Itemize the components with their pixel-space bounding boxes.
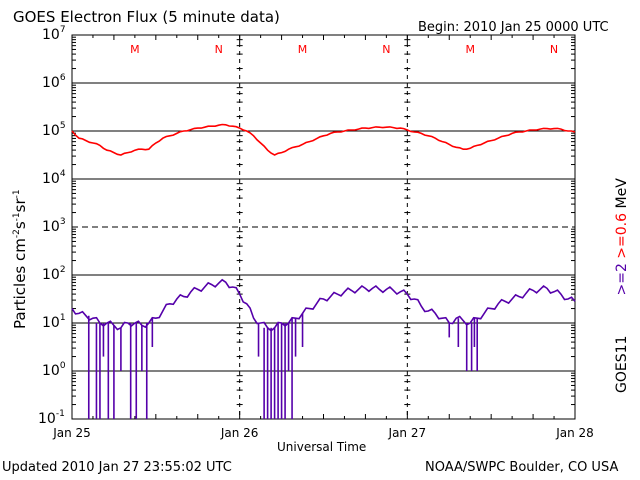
y-tick-label: 103 — [42, 217, 66, 235]
x-tick-label: Jan 28 — [555, 426, 594, 440]
y-tick-label: 107 — [42, 25, 66, 43]
updated-label: Updated 2010 Jan 27 23:55:02 UTC — [2, 460, 232, 475]
x-tick-label: Jan 27 — [388, 426, 427, 440]
local-time-marker: N — [215, 43, 223, 56]
y-tick-label: 105 — [42, 121, 66, 139]
x-axis-label: Universal Time — [277, 440, 367, 454]
local-time-marker: N — [382, 43, 390, 56]
y-tick-label: 102 — [42, 265, 66, 283]
plot-frame — [71, 34, 576, 420]
credit-label: NOAA/SWPC Boulder, CO USA — [425, 460, 619, 475]
begin-label: Begin: 2010 Jan 25 0000 UTC — [418, 20, 609, 35]
y-tick-label: 10-1 — [38, 409, 65, 427]
y-tick-label: 101 — [42, 313, 66, 331]
x-tick-label: Jan 25 — [52, 426, 91, 440]
local-time-marker: N — [550, 43, 558, 56]
chart-title: GOES Electron Flux (5 minute data) — [13, 8, 280, 26]
series-line-1 — [71, 278, 576, 332]
local-time-marker: M — [465, 43, 475, 56]
y-tick-label: 104 — [42, 169, 66, 187]
x-tick-label: Jan 26 — [220, 426, 259, 440]
local-time-marker: M — [130, 43, 140, 56]
local-time-marker: M — [298, 43, 308, 56]
series-line-0 — [71, 123, 576, 156]
y-tick-label: 100 — [42, 361, 66, 379]
y-tick-label: 106 — [42, 73, 66, 91]
